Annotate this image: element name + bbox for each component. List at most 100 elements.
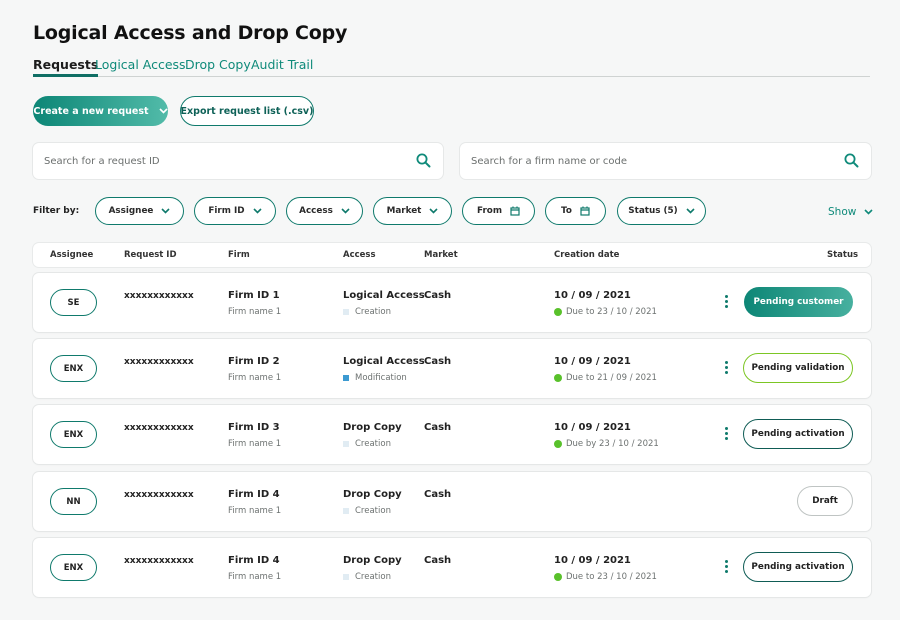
creation-date: 10 / 09 / 2021 (554, 422, 631, 433)
access-name: Logical Access (343, 290, 425, 301)
table-row[interactable]: ENX xxxxxxxxxxxx Firm ID 4 Firm name 1 D… (33, 538, 871, 597)
firm-search-input[interactable] (471, 143, 821, 179)
create-request-label: Create a new request (33, 105, 149, 117)
access-type-label: Creation (355, 439, 391, 449)
status-dot-icon (554, 573, 562, 581)
status-badge[interactable]: Pending validation (743, 353, 853, 383)
due-date-label: Due to 23 / 10 / 2021 (566, 572, 657, 582)
assignee-badge[interactable]: ENX (50, 554, 97, 581)
market: Cash (424, 489, 452, 500)
status-dot-icon (554, 440, 562, 448)
creation-marker-icon (343, 508, 349, 514)
chevron-down-icon (161, 208, 170, 214)
access-name: Logical Access (343, 356, 425, 367)
market: Cash (424, 290, 452, 301)
show-toggle[interactable]: Show (828, 206, 873, 218)
access-name: Drop Copy (343, 555, 402, 566)
request-search-input[interactable] (44, 143, 393, 179)
header-market: Market (424, 250, 458, 260)
status-badge[interactable]: Pending activation (743, 552, 853, 582)
firm-id: Firm ID 2 (228, 356, 280, 367)
creation-date: 10 / 09 / 2021 (554, 356, 631, 367)
assignee-badge[interactable]: SE (50, 289, 97, 316)
due-date-label: Due by 23 / 10 / 2021 (566, 439, 659, 449)
tab-logical-access[interactable]: Logical Access (95, 57, 186, 72)
status-badge[interactable]: Pending customer (744, 287, 853, 317)
market: Cash (424, 356, 452, 367)
due-date-label: Due to 23 / 10 / 2021 (566, 307, 657, 317)
tab-audit-trail[interactable]: Audit Trail (251, 57, 314, 72)
status-badge[interactable]: Draft (797, 486, 853, 516)
table-row[interactable]: ENX xxxxxxxxxxxx Firm ID 3 Firm name 1 D… (33, 405, 871, 464)
status-dot-icon (554, 308, 562, 316)
filter-access[interactable]: Access (286, 197, 363, 225)
header-access: Access (343, 250, 376, 260)
access-type: Creation (343, 307, 391, 317)
filter-status[interactable]: Status (5) (617, 197, 706, 225)
chevron-down-icon (686, 208, 695, 214)
filter-market[interactable]: Market (373, 197, 452, 225)
filter-from-date[interactable]: From (462, 197, 535, 225)
filter-label: Filter by: (33, 206, 80, 216)
table-row[interactable]: NN xxxxxxxxxxxx Firm ID 4 Firm name 1 Dr… (33, 472, 871, 531)
access-type: Modification (343, 373, 407, 383)
assignee-badge[interactable]: ENX (50, 355, 97, 382)
filter-to-label: To (561, 206, 572, 216)
chevron-down-icon (253, 208, 262, 214)
firm-name: Firm name 1 (228, 439, 282, 449)
firm-name: Firm name 1 (228, 506, 282, 516)
more-options-icon[interactable] (723, 427, 729, 443)
firm-id: Firm ID 3 (228, 422, 280, 433)
due-date: Due to 23 / 10 / 2021 (554, 307, 657, 317)
filter-access-label: Access (299, 206, 333, 216)
access-type-label: Creation (355, 572, 391, 582)
request-id: xxxxxxxxxxxx (124, 357, 194, 367)
firm-name: Firm name 1 (228, 572, 282, 582)
filter-assignee[interactable]: Assignee (95, 197, 184, 225)
chevron-down-icon (341, 208, 350, 214)
access-name: Drop Copy (343, 489, 402, 500)
more-options-icon[interactable] (723, 560, 729, 576)
calendar-icon (580, 206, 590, 216)
access-type-label: Creation (355, 506, 391, 516)
firm-search-box (460, 143, 871, 179)
request-id: xxxxxxxxxxxx (124, 490, 194, 500)
tab-drop-copy[interactable]: Drop Copy (185, 57, 251, 72)
request-search-box (33, 143, 443, 179)
market: Cash (424, 555, 452, 566)
tab-requests[interactable]: Requests (33, 57, 99, 77)
market: Cash (424, 422, 452, 433)
filter-status-label: Status (5) (628, 206, 678, 216)
filter-firm-id[interactable]: Firm ID (194, 197, 276, 225)
tab-bar: Requests Logical Access Drop Copy Audit … (33, 57, 870, 77)
search-icon[interactable] (844, 153, 859, 168)
chevron-down-icon (159, 108, 168, 114)
firm-id: Firm ID 4 (228, 555, 280, 566)
chevron-down-icon (864, 209, 873, 215)
due-date-label: Due to 21 / 09 / 2021 (566, 373, 657, 383)
calendar-icon (510, 206, 520, 216)
more-options-icon[interactable] (723, 295, 729, 311)
table-row[interactable]: SE xxxxxxxxxxxx Firm ID 1 Firm name 1 Lo… (33, 273, 871, 332)
firm-name: Firm name 1 (228, 373, 282, 383)
access-type: Creation (343, 572, 391, 582)
filter-to-date[interactable]: To (545, 197, 606, 225)
search-icon[interactable] (416, 153, 431, 168)
status-dot-icon (554, 374, 562, 382)
show-label: Show (828, 206, 857, 218)
firm-id: Firm ID 1 (228, 290, 280, 301)
export-csv-button[interactable]: Export request list (.csv) (180, 96, 314, 126)
access-type-label: Creation (355, 307, 391, 317)
assignee-badge[interactable]: ENX (50, 421, 97, 448)
header-firm: Firm (228, 250, 250, 260)
request-id: xxxxxxxxxxxx (124, 556, 194, 566)
header-assignee: Assignee (50, 250, 94, 260)
more-options-icon[interactable] (723, 361, 729, 377)
assignee-badge[interactable]: NN (50, 488, 97, 515)
create-request-button[interactable]: Create a new request (33, 96, 168, 126)
access-type-label: Modification (355, 373, 407, 383)
access-name: Drop Copy (343, 422, 402, 433)
due-date: Due to 21 / 09 / 2021 (554, 373, 657, 383)
status-badge[interactable]: Pending activation (743, 419, 853, 449)
table-row[interactable]: ENX xxxxxxxxxxxx Firm ID 2 Firm name 1 L… (33, 339, 871, 398)
